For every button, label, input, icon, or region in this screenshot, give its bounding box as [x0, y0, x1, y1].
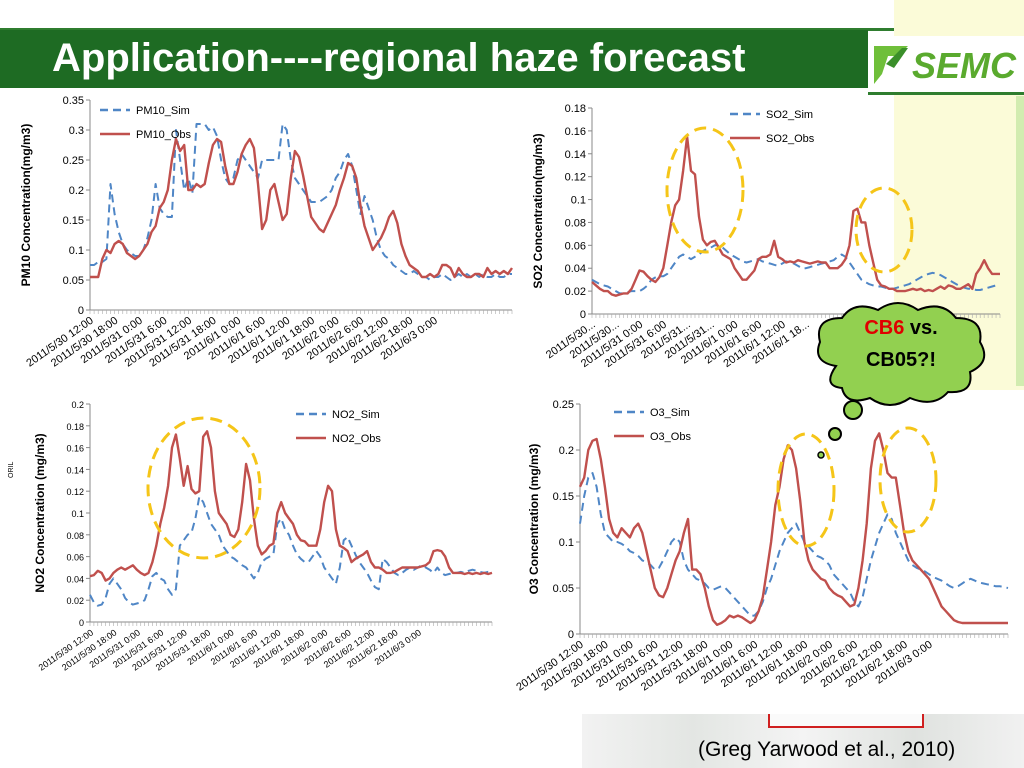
- right-accent: [1016, 96, 1024, 386]
- series-line-NO2_Sim: [89, 495, 493, 607]
- series-line-NO2_Obs: [89, 430, 493, 582]
- top-stripe: [0, 28, 896, 31]
- highlight-ellipse: [146, 416, 262, 560]
- y-tick-label: 0.06: [565, 240, 586, 252]
- y-tick-label: 0.04: [565, 263, 586, 275]
- y-axis-label: NO2 Concentration (mg/m3): [33, 433, 47, 592]
- y-tick-label: 0.1: [69, 245, 84, 257]
- y-tick-label: 0.15: [553, 491, 574, 503]
- highlight-ellipse: [878, 426, 938, 534]
- y-axis-label: PM10 Concentration(mg/m3): [19, 124, 33, 287]
- y-tick-label: 0.1: [71, 509, 84, 519]
- y-tick-label: 0: [580, 309, 586, 321]
- series-line-O3_Obs: [578, 432, 1008, 627]
- cloud-highlight: CB6: [864, 317, 905, 339]
- so2-chart: 0 0.02 0.04 0.06 0.08 0.1 0.12 0.14 0.16 0.18 2011…: [530, 92, 1024, 390]
- no2-chart: 0 0.02 0.04 0.06 0.08 0.1 0.12 0.14 0.16 0.18 0.2 2…: [0, 392, 510, 710]
- thought-bubbles: [817, 400, 863, 459]
- y-tick-label: 0.14: [565, 149, 586, 161]
- y-tick-label: 0.12: [66, 487, 84, 497]
- series-line-O3_Sim: [579, 472, 1009, 617]
- y-tick-label: 0.14: [66, 465, 84, 475]
- y-tick-label: 0.2: [559, 445, 574, 457]
- y-tick-label: 0.16: [565, 126, 586, 138]
- legend-label: O3_Obs: [650, 431, 691, 443]
- y-tick-label: 0.1: [559, 537, 574, 549]
- map-highlight-box: [768, 714, 924, 728]
- y-tick-label: 0: [568, 629, 574, 641]
- y-tick-label: 0: [79, 618, 84, 628]
- legend-label: NO2_Sim: [332, 409, 380, 421]
- y-tick-label: 0.05: [63, 275, 84, 287]
- highlight-ellipse: [854, 186, 914, 274]
- legend-label: O3_Sim: [650, 407, 690, 419]
- legend-label: SO2_Sim: [766, 109, 813, 121]
- y-tick-label: 0.15: [63, 215, 84, 227]
- y-tick-label: 0.12: [565, 172, 586, 184]
- so2-chart-svg: 00.020.040.060.080.10.120.140.160.182011…: [531, 103, 1001, 370]
- title-bar: [0, 30, 868, 88]
- y-tick-label: 0.02: [66, 596, 84, 606]
- series-line-PM10_Sim: [90, 123, 512, 281]
- highlight-ellipse: [665, 126, 745, 254]
- logo-leaf-icon: [874, 46, 908, 84]
- y-tick-label: 0.04: [66, 574, 84, 584]
- legend-label: SO2_Obs: [766, 133, 815, 145]
- page-title: Application----regional haze forecast: [52, 36, 746, 80]
- y-tick-label: 0: [78, 305, 84, 317]
- y-tick-label: 0.25: [63, 155, 84, 167]
- y-tick-label: 0.25: [553, 399, 574, 411]
- series-line-SO2_Obs: [591, 135, 1000, 297]
- o3-chart: 0 0.05 0.1 0.15 0.2 0.25 2011/5/30 12:00 2011/5…: [510, 392, 1024, 714]
- citation: (Greg Yarwood et al., 2010): [698, 738, 956, 761]
- y-tick-label: 0.18: [565, 103, 586, 115]
- y-tick-label: 0.1: [571, 195, 586, 207]
- legend-label: NO2_Obs: [332, 433, 381, 445]
- y-tick-label: 0.35: [63, 95, 84, 107]
- y-tick-label: 0.16: [66, 444, 84, 454]
- legend-label: PM10_Obs: [136, 129, 192, 141]
- y-tick-label: 0.2: [71, 400, 84, 410]
- side-mini-label: ORIL: [8, 461, 15, 478]
- y-tick-label: 0.3: [69, 125, 84, 137]
- y-tick-label: 0.02: [565, 286, 586, 298]
- series-line-PM10_Obs: [90, 137, 513, 279]
- pm10-chart: 0 0.05 0.1 0.15 0.2 0.25 0.3 0.35 2011/5/30 12:0…: [0, 92, 530, 392]
- semc-logo: SEMC: [868, 36, 1024, 95]
- y-tick-label: 0.06: [66, 553, 84, 563]
- legend-label: PM10_Sim: [136, 105, 190, 117]
- series-line-SO2_Sim: [591, 244, 1001, 295]
- no2-chart-svg: 00.020.040.060.080.10.120.140.160.180.22…: [33, 400, 493, 673]
- cloud-text-rest: vs.: [904, 317, 938, 339]
- y-axis-label: SO2 Concentration(mg/m3): [531, 133, 545, 288]
- thought-cloud: CB6 vs. CB05?!: [806, 296, 996, 416]
- y-tick-label: 0.08: [66, 531, 84, 541]
- logo-text: SEMC: [912, 45, 1017, 86]
- y-tick-label: 0.05: [553, 583, 574, 595]
- y-axis-label: O3 Concentration (mg/m3): [527, 444, 541, 595]
- y-tick-label: 0.2: [69, 185, 84, 197]
- y-tick-label: 0.18: [66, 422, 84, 432]
- cloud-text-line2: CB05?!: [865, 349, 936, 371]
- highlight-ellipse: [776, 432, 836, 548]
- y-tick-label: 0.08: [565, 217, 586, 229]
